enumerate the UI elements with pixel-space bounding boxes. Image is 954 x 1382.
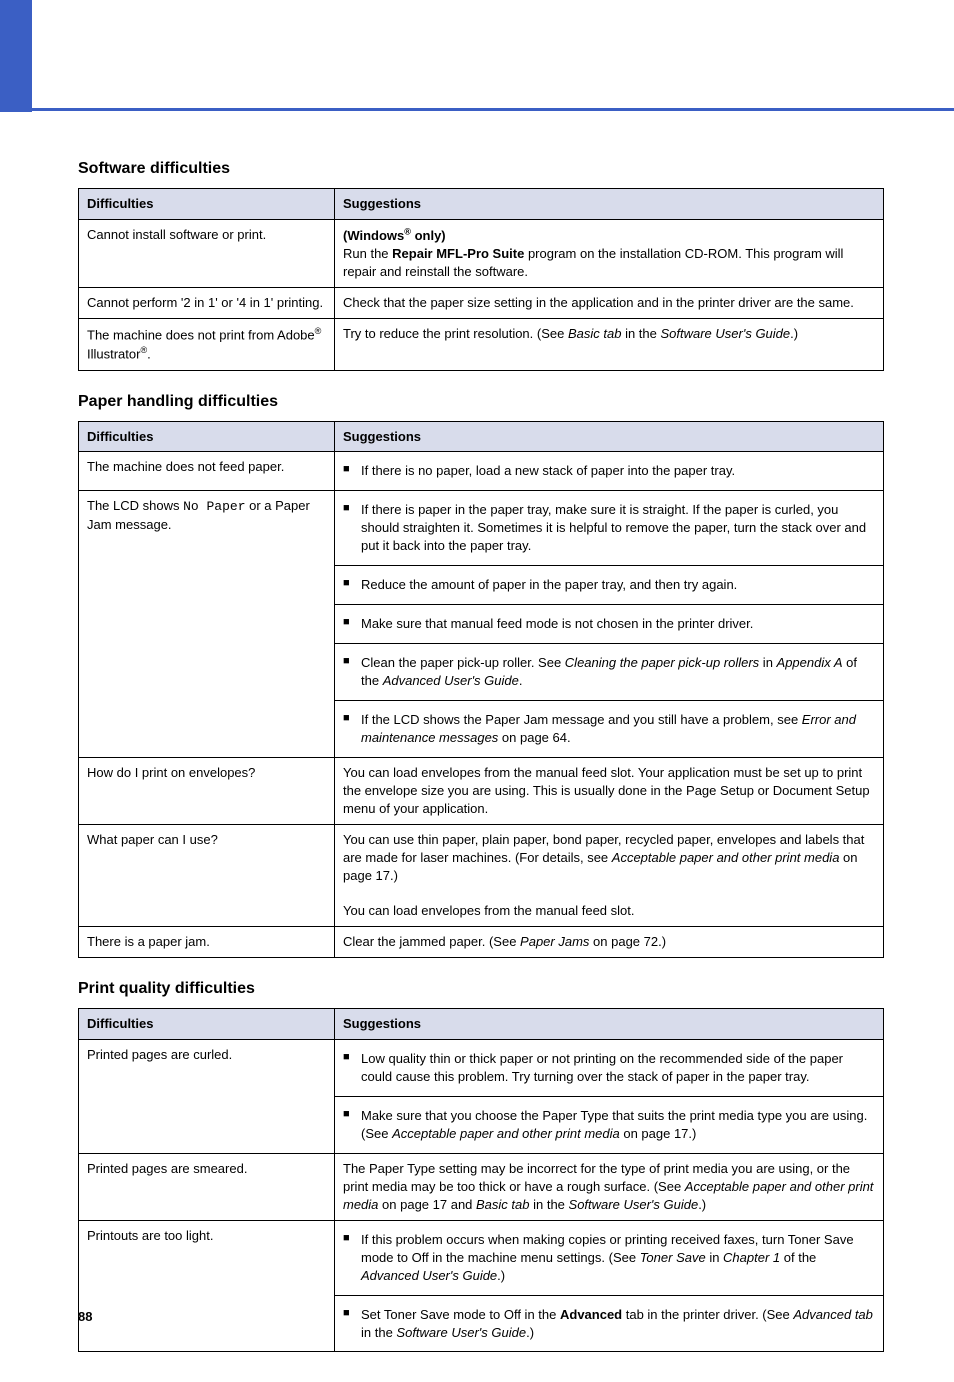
suggestion-cell: Make sure that manual feed mode is not c…: [335, 605, 884, 644]
difficulty-cell: The machine does not print from Adobe® I…: [79, 319, 335, 371]
suggestion-cell: Check that the paper size setting in the…: [335, 288, 884, 319]
difficulty-cell: The LCD shows No Paper or a Paper Jam me…: [79, 491, 335, 757]
difficulty-cell: What paper can I use?: [79, 824, 335, 927]
col-header-suggestions: Suggestions: [335, 421, 884, 452]
suggestion-cell: Set Toner Save mode to Off in the Advanc…: [335, 1295, 884, 1352]
suggestion-cell: If the LCD shows the Paper Jam message a…: [335, 700, 884, 757]
col-header-difficulties: Difficulties: [79, 1009, 335, 1040]
suggestion-cell: Make sure that you choose the Paper Type…: [335, 1097, 884, 1154]
suggestion-cell: You can load envelopes from the manual f…: [335, 757, 884, 824]
difficulty-cell: The machine does not feed paper.: [79, 452, 335, 491]
difficulty-cell: Printouts are too light.: [79, 1220, 335, 1352]
suggestion-cell: The Paper Type setting may be incorrect …: [335, 1153, 884, 1220]
difficulties-table: DifficultiesSuggestionsCannot install so…: [78, 188, 884, 371]
difficulty-cell: Cannot perform '2 in 1' or '4 in 1' prin…: [79, 288, 335, 319]
suggestion-cell: Try to reduce the print resolution. (See…: [335, 319, 884, 371]
suggestion-cell: Low quality thin or thick paper or not p…: [335, 1040, 884, 1097]
suggestion-cell: Reduce the amount of paper in the paper …: [335, 566, 884, 605]
difficulties-table: DifficultiesSuggestionsPrinted pages are…: [78, 1008, 884, 1352]
sidebar-accent: [0, 0, 32, 112]
difficulty-cell: Printed pages are smeared.: [79, 1153, 335, 1220]
col-header-difficulties: Difficulties: [79, 189, 335, 220]
col-header-difficulties: Difficulties: [79, 421, 335, 452]
difficulty-cell: Printed pages are curled.: [79, 1040, 335, 1154]
top-rule: [32, 108, 954, 111]
section-heading: Print quality difficulties: [78, 980, 884, 998]
col-header-suggestions: Suggestions: [335, 189, 884, 220]
suggestion-cell: Clear the jammed paper. (See Paper Jams …: [335, 927, 884, 958]
difficulty-cell: There is a paper jam.: [79, 927, 335, 958]
page-number: 88: [78, 1309, 92, 1324]
suggestion-cell: If this problem occurs when making copie…: [335, 1220, 884, 1295]
page: Software difficultiesDifficultiesSuggest…: [0, 0, 954, 1348]
suggestion-cell: Clean the paper pick-up roller. See Clea…: [335, 644, 884, 701]
suggestion-cell: (Windows® only)Run the Repair MFL-Pro Su…: [335, 219, 884, 287]
content-area: Software difficultiesDifficultiesSuggest…: [0, 0, 954, 1382]
suggestion-cell: If there is paper in the paper tray, mak…: [335, 491, 884, 566]
difficulty-cell: Cannot install software or print.: [79, 219, 335, 287]
col-header-suggestions: Suggestions: [335, 1009, 884, 1040]
difficulties-table: DifficultiesSuggestionsThe machine does …: [78, 421, 884, 959]
difficulty-cell: How do I print on envelopes?: [79, 757, 335, 824]
suggestion-cell: If there is no paper, load a new stack o…: [335, 452, 884, 491]
section-heading: Software difficulties: [78, 160, 884, 178]
section-heading: Paper handling difficulties: [78, 393, 884, 411]
suggestion-cell: You can use thin paper, plain paper, bon…: [335, 824, 884, 927]
